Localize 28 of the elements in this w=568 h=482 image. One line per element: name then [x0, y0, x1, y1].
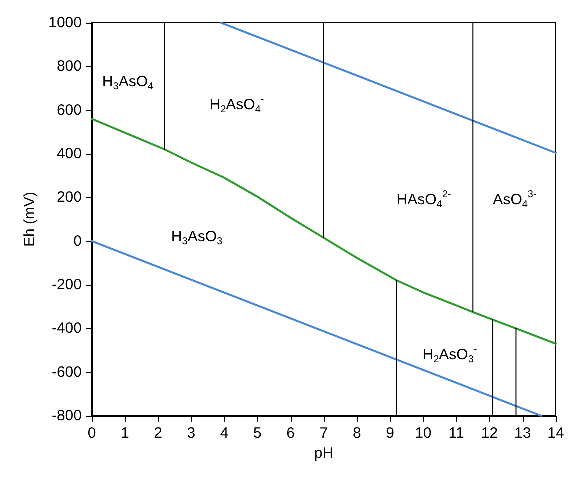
x-tick-label: 6 [286, 425, 296, 442]
x-tick-label: 2 [154, 425, 162, 442]
x-tick-label: 4 [220, 425, 229, 442]
x-tick-label: 11 [448, 425, 464, 442]
x-tick-label: 14 [548, 425, 564, 442]
x-tick-label: 5 [254, 425, 262, 442]
y-tick-label: -200 [52, 276, 82, 294]
x-tick-label: 9 [386, 425, 394, 442]
y-axis-title: Eh (mV) [22, 192, 39, 248]
y-tick-label: -400 [52, 320, 82, 338]
y-tick-label: -600 [52, 364, 82, 381]
x-tick-label: 3 [187, 425, 196, 442]
y-tick-label: 400 [56, 146, 82, 162]
y-tick-label: -800 [52, 408, 82, 424]
x-tick-label: 10 [415, 425, 432, 442]
y-tick-label: 0 [74, 232, 82, 250]
x-tick-label: 7 [320, 425, 328, 442]
x-tick-label: 13 [514, 425, 532, 442]
y-tick-label: 800 [56, 58, 82, 76]
y-tick-label: 1000 [48, 14, 82, 32]
x-tick-label: 1 [120, 425, 130, 442]
x-tick-label: 12 [481, 425, 498, 442]
x-tick-label: 8 [352, 425, 362, 442]
x-axis-title: pH [314, 445, 334, 462]
x-tick-label: 0 [88, 425, 96, 442]
line-series [91, 118, 557, 345]
y-tick-label: 200 [56, 189, 82, 206]
y-tick-label: 600 [56, 102, 82, 119]
